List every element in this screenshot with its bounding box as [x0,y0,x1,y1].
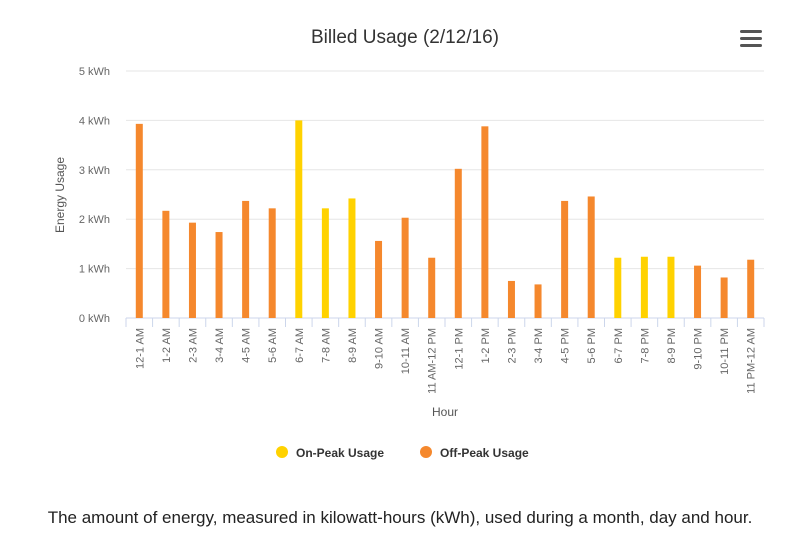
x-tick-label: 2-3 AM [187,328,199,363]
bar-off-peak [188,222,196,318]
x-tick-label: 4-5 AM [241,328,253,363]
x-tick-label: 10-11 AM [400,328,412,374]
legend-marker [420,446,432,458]
x-tick-label: 12-1 PM [453,328,465,370]
bar-off-peak [242,200,250,318]
x-tick-label: 4-5 PM [560,328,572,363]
bar-off-peak [561,200,569,318]
chart-title: Billed Usage (2/12/16) [311,27,499,48]
x-tick-label: 10-11 PM [719,328,731,375]
bar-off-peak [135,123,143,318]
y-axis-title: Energy Usage [53,157,67,233]
y-tick-label: 2 kWh [79,214,110,226]
chart-container: Billed Usage (2/12/16) 0 kWh 1 kWh 2 kWh 3 k… [53,27,765,460]
bar-off-peak [587,196,595,318]
x-tick-label: 8-9 AM [347,328,359,363]
x-tick-label: 9-10 AM [374,328,386,369]
bar-off-peak [720,277,728,318]
x-tick-label: 11 PM-12 AM [746,328,758,394]
bar-off-peak [534,284,542,318]
legend-label: On-Peak Usage [296,446,384,460]
bar-on-peak [614,257,622,318]
y-tick-label: 1 kWh [79,264,110,276]
legend-label: Off-Peak Usage [440,446,529,460]
bar-off-peak [428,257,436,318]
bar-on-peak [295,120,303,319]
x-tick-label: 2-3 PM [506,328,518,363]
bar-on-peak [667,256,675,318]
x-tick-label: 8-9 PM [666,328,678,363]
x-tick-label: 1-2 AM [161,328,173,363]
bar-off-peak [215,232,223,318]
x-tick-label: 7-8 PM [639,328,651,363]
y-tick-label: 5 kWh [79,66,110,78]
bar-on-peak [321,208,329,318]
y-tick-label: 4 kWh [79,115,110,127]
bar-off-peak [401,217,409,318]
bar-off-peak [507,280,515,318]
x-tick-label: 9-10 PM [693,328,705,370]
x-tick-label: 7-8 AM [320,328,332,363]
bar-on-peak [348,198,356,318]
bar-off-peak [481,126,489,318]
bar-off-peak [454,168,462,318]
chart-caption: The amount of energy, measured in kilowa… [47,508,753,527]
bar-chart: Billed Usage (2/12/16) 0 kWh 1 kWh 2 kWh 3 k… [53,27,765,460]
y-tick-label: 0 kWh [79,313,110,325]
bar-off-peak [747,259,755,318]
x-tick-label: 5-6 PM [586,328,598,363]
bar-off-peak [268,208,276,318]
legend-marker [276,446,288,458]
x-axis-title: Hour [432,405,458,419]
bar-on-peak [640,256,648,318]
chart-menu-button[interactable] [740,30,762,48]
x-tick-label: 5-6 AM [267,328,279,363]
x-tick-label: 6-7 AM [294,328,306,363]
bar-off-peak [162,210,170,318]
x-tick-label: 6-7 PM [613,328,625,363]
x-tick-label: 3-4 PM [533,328,545,363]
x-tick-label: 1-2 PM [480,328,492,363]
x-tick-label: 3-4 AM [214,328,226,363]
x-tick-label: 12-1 AM [134,328,146,369]
bar-off-peak [694,265,702,318]
y-tick-label: 3 kWh [79,165,110,177]
x-tick-label: 11 AM-12 PM [427,328,439,394]
hamburger-menu-icon [740,30,762,47]
bar-off-peak [375,240,383,318]
